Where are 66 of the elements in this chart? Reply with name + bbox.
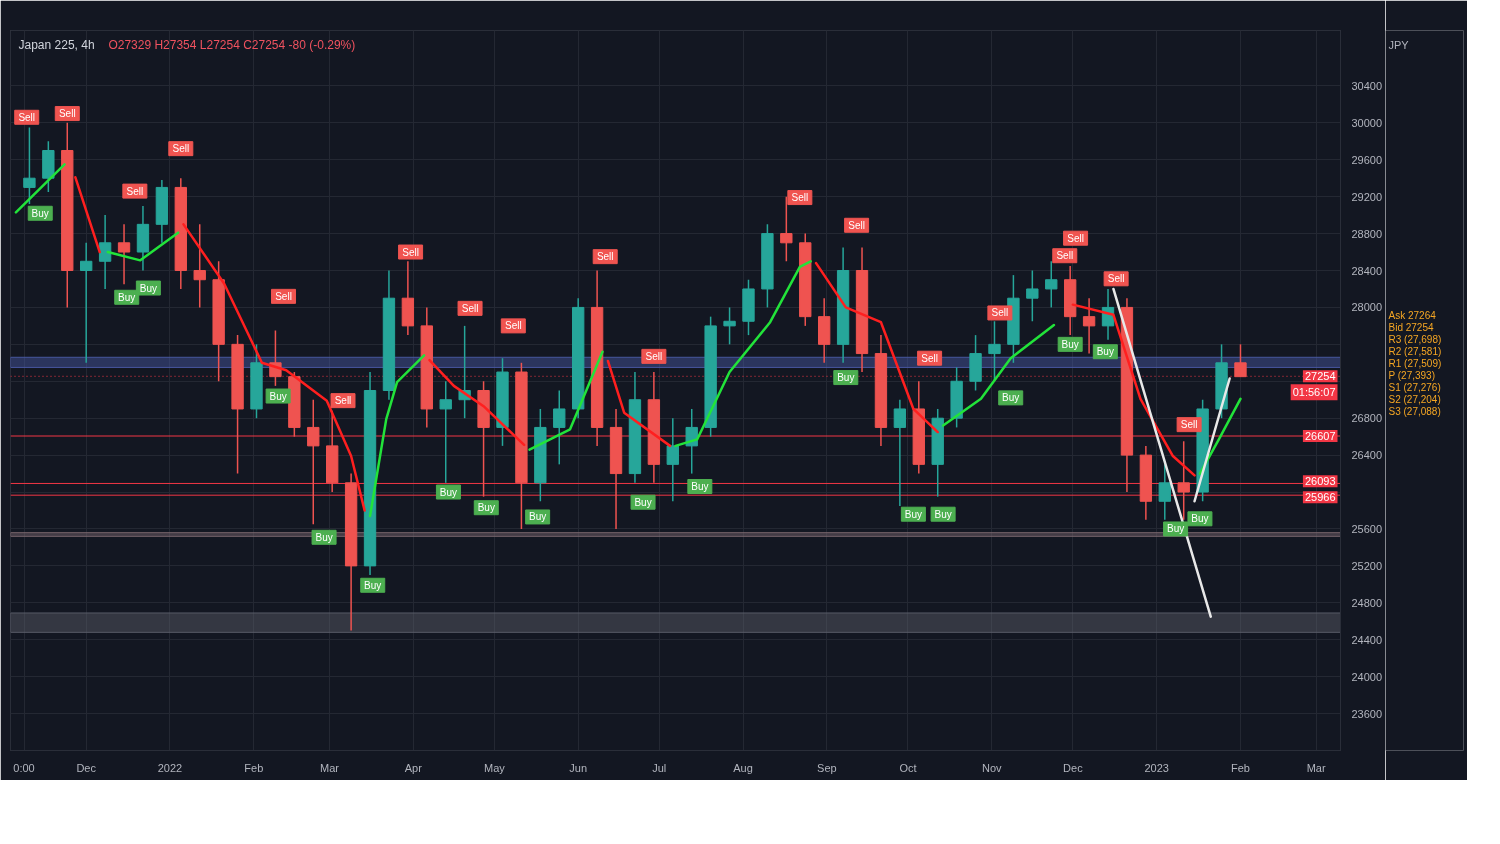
ref-line-label: 26093 [1304, 475, 1336, 488]
ref-line-label: 25966 [1304, 491, 1336, 504]
x-tick-label: Sep [817, 761, 837, 774]
text: Japan 225, 4h [18, 37, 95, 52]
x-tick-label: Oct [899, 761, 917, 774]
y-tick-label: 28800 [1351, 227, 1383, 240]
candlestick [685, 408, 698, 475]
y-tick-label: 24400 [1351, 633, 1383, 646]
y-tick-label: 28400 [1351, 264, 1383, 277]
y-tick-label: 23600 [1351, 707, 1383, 720]
text: S3 (27,088) [1388, 406, 1441, 417]
y-tick-label: 24800 [1351, 596, 1383, 609]
candlestick [439, 380, 452, 484]
candlestick [193, 223, 206, 309]
x-tick-label: 0:00 [13, 761, 35, 774]
ref-line-label: 26607 [1304, 430, 1336, 443]
candlestick [1177, 440, 1190, 521]
text: Ask 27264 [1388, 310, 1437, 321]
x-tick-label: Mar [320, 761, 340, 774]
candlestick [1234, 343, 1247, 378]
text: S1 (27,276) [1388, 382, 1441, 393]
text: R2 (27,581) [1388, 346, 1442, 357]
candlestick [666, 417, 679, 503]
candlestick [1082, 297, 1096, 355]
candlestick [1158, 463, 1171, 521]
text: Bid 27254 [1388, 322, 1434, 333]
candlestick [307, 398, 320, 526]
ref-line-label: 27254 01:56:07 [1292, 370, 1336, 399]
candlestick [80, 242, 93, 364]
x-tick-label: Mar [1306, 761, 1326, 774]
x-tick-label: May [483, 761, 506, 774]
y-tick-label: 29200 [1351, 190, 1383, 203]
candlestick [723, 306, 736, 346]
x-tick-label: Jun [569, 761, 588, 774]
text: P (27,393) [1388, 370, 1436, 381]
x-tick-label: 2022 [157, 761, 183, 774]
text: R3 (27,698) [1388, 334, 1442, 345]
y-tick-label: 24000 [1351, 670, 1383, 683]
y-tick-label: 26800 [1351, 412, 1383, 425]
candlestick [98, 214, 112, 290]
x-tick-label: Dec [76, 761, 97, 774]
y-tick-label: 26400 [1351, 449, 1383, 462]
candlestick [117, 223, 131, 286]
y-tick-label: 25200 [1351, 559, 1383, 572]
candlestick [893, 398, 907, 507]
text: S2 (27,204) [1388, 394, 1441, 405]
candlestick [1045, 260, 1058, 309]
x-tick-label: Feb [1231, 761, 1250, 774]
x-tick-label: Aug [733, 761, 753, 774]
y-axis-title: JPY [1388, 38, 1410, 51]
x-tick-label: 2023 [1144, 761, 1169, 774]
x-tick-label: Feb [244, 761, 264, 774]
y-tick-label: 30000 [1351, 116, 1383, 129]
x-tick-label: Nov [982, 761, 1003, 774]
candlestick [23, 126, 36, 205]
x-tick-label: Apr [404, 761, 423, 774]
x-tick-label: Dec [1063, 761, 1084, 774]
y-tick-label: 28000 [1351, 301, 1383, 314]
y-tick-label: 25600 [1351, 522, 1383, 535]
text: R1 (27,509) [1388, 358, 1442, 369]
candlestick [553, 389, 566, 466]
text: O27329 H27354 L27254 C27254 -80 (-0.29%) [108, 37, 356, 52]
y-tick-label: 29600 [1351, 153, 1383, 166]
x-tick-label: Jul [652, 761, 667, 774]
y-tick-label: 30400 [1351, 79, 1383, 92]
candlestick [1026, 269, 1039, 323]
